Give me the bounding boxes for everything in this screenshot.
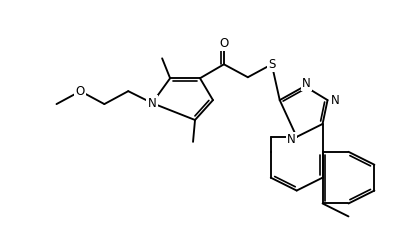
Text: O: O — [76, 85, 85, 98]
Text: N: N — [330, 94, 339, 107]
Text: N: N — [302, 77, 310, 90]
Text: O: O — [219, 37, 228, 50]
Text: S: S — [267, 58, 275, 71]
Text: N: N — [148, 97, 156, 110]
Text: N: N — [287, 133, 295, 146]
